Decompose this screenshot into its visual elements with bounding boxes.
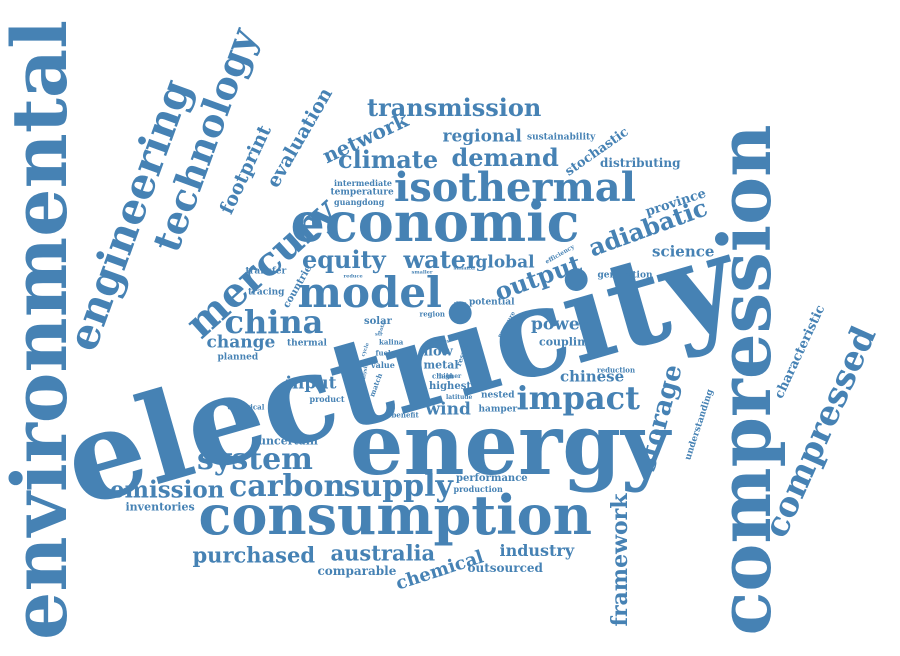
word-australia: australia (330, 540, 436, 566)
word-planned: planned (217, 352, 259, 363)
word-comparable: comparable (317, 564, 397, 578)
word-chinese: chinese (560, 367, 625, 386)
word-framework: framework (607, 493, 634, 627)
word-outsourced: outsourced (467, 561, 543, 575)
word-wind: wind (425, 399, 471, 420)
word-kalina: kalina (379, 337, 404, 347)
word-temperature: temperature (330, 187, 394, 198)
word-tracing: tracing (248, 287, 285, 298)
word-global: global (475, 252, 535, 273)
word-input: input (285, 373, 337, 394)
word-purchased: purchased (192, 542, 316, 568)
word-reduction: reduction (597, 365, 636, 375)
word-power: power (531, 314, 589, 335)
word-shaanxi: shaanxi (453, 265, 475, 272)
word-compression: compression (701, 124, 787, 636)
word-guangdong: guangdong (334, 197, 385, 207)
word-cases: cases (434, 338, 450, 345)
word-supply: supply (343, 469, 453, 504)
word-isothermal: isothermal (394, 164, 636, 211)
word-product: product (309, 394, 345, 404)
word-solar: solar (364, 316, 392, 327)
word-reduce: reduce (343, 273, 363, 280)
word-coupling: coupling (539, 335, 593, 349)
word-impact: impact (516, 379, 640, 417)
word-uncertain: uncertain (258, 434, 318, 448)
word-chain: chain (432, 371, 454, 381)
word-demand: demand (451, 143, 559, 172)
word-performance: performance (456, 473, 528, 484)
word-economic: economic (290, 190, 580, 254)
word-system: system (197, 442, 313, 477)
word-share: share (454, 300, 467, 305)
word-evaluation: evaluation (262, 84, 338, 192)
word-generation: generation (597, 270, 653, 281)
word-highest: highest (429, 381, 471, 392)
word-metal: metal (423, 358, 459, 372)
word-hamper: hamper (478, 404, 518, 415)
word-potential: potential (469, 297, 515, 308)
word-production: production (453, 484, 503, 494)
word-electrical: electrical (227, 402, 265, 412)
word-carbon: carbon (229, 469, 346, 504)
word-regional: regional (442, 126, 522, 147)
word-latitude: latitude (446, 394, 473, 401)
word-fuel: fuel (375, 348, 391, 358)
word-value: value (371, 360, 395, 370)
word-sustainability: sustainability (527, 132, 596, 143)
word-flow: flow (423, 344, 453, 360)
word-science: science (652, 242, 715, 261)
word-change: change (206, 332, 276, 353)
word-transmission: transmission (367, 93, 542, 122)
word-water: water (403, 245, 479, 274)
word-climate: climate (338, 145, 439, 174)
word-nested: nested (481, 390, 515, 401)
word-transfer: transfer (245, 266, 287, 277)
word-consumption: consumption (198, 483, 592, 547)
word-model: model (297, 268, 443, 317)
word-industry: industry (499, 541, 575, 560)
word-distributing: distributing (600, 156, 681, 170)
word-equity: equity (302, 245, 386, 274)
word-china: china (224, 303, 324, 341)
word-intermediate: intermediate (334, 178, 393, 188)
word-smaller: smaller (411, 269, 433, 276)
word-thermal: thermal (287, 338, 327, 349)
word-inventories: inventories (125, 500, 195, 514)
word-emission: emission (110, 476, 225, 504)
word-str: str (375, 331, 383, 338)
word-higher: higher (439, 373, 462, 380)
word-region: region (419, 309, 445, 319)
word-benefit: benefit (391, 410, 419, 420)
word-energy: energy (350, 395, 670, 494)
